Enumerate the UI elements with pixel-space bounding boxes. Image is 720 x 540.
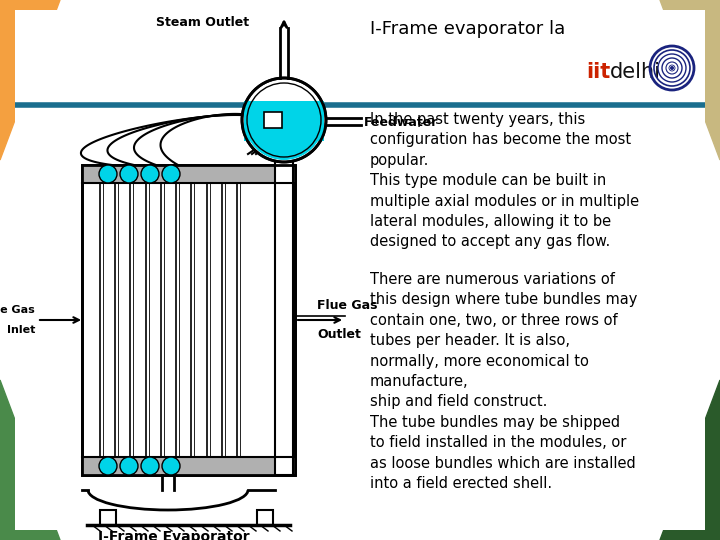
Polygon shape	[660, 0, 720, 160]
Circle shape	[242, 78, 326, 162]
Bar	[257, 510, 273, 525]
Bar	[244, 101, 324, 141]
Bar	[82, 457, 295, 475]
Text: In the past twenty years, this
configuration has become the most
popular.
This t: In the past twenty years, this configura…	[370, 112, 639, 249]
Circle shape	[120, 457, 138, 475]
Text: Outlet: Outlet	[317, 328, 361, 341]
Text: Flue Gas: Flue Gas	[317, 299, 377, 312]
Circle shape	[99, 457, 117, 475]
Text: Feedwater: Feedwater	[364, 116, 438, 129]
Circle shape	[141, 165, 159, 183]
Bar	[82, 165, 295, 183]
Bar	[275, 105, 293, 475]
Text: There are numerous variations of
this design where tube bundles may
contain one,: There are numerous variations of this de…	[370, 272, 637, 491]
Circle shape	[670, 66, 674, 70]
Circle shape	[99, 165, 117, 183]
Bar	[100, 510, 116, 525]
Circle shape	[162, 457, 180, 475]
Text: iit: iit	[586, 62, 610, 82]
Text: Flue Gas: Flue Gas	[0, 305, 35, 315]
Circle shape	[141, 457, 159, 475]
Text: I-Frame Evaporator: I-Frame Evaporator	[98, 530, 249, 540]
Text: I-Frame evaporator la: I-Frame evaporator la	[370, 20, 565, 38]
Bar	[82, 165, 295, 475]
Polygon shape	[660, 380, 720, 540]
Polygon shape	[0, 0, 60, 160]
Wedge shape	[246, 120, 322, 160]
Text: Inlet: Inlet	[6, 325, 35, 335]
Polygon shape	[0, 380, 60, 540]
Bar	[82, 165, 295, 475]
Circle shape	[162, 165, 180, 183]
Text: delhi: delhi	[610, 62, 661, 82]
Bar	[264, 112, 282, 128]
Circle shape	[120, 165, 138, 183]
Text: Steam Outlet: Steam Outlet	[156, 17, 249, 30]
